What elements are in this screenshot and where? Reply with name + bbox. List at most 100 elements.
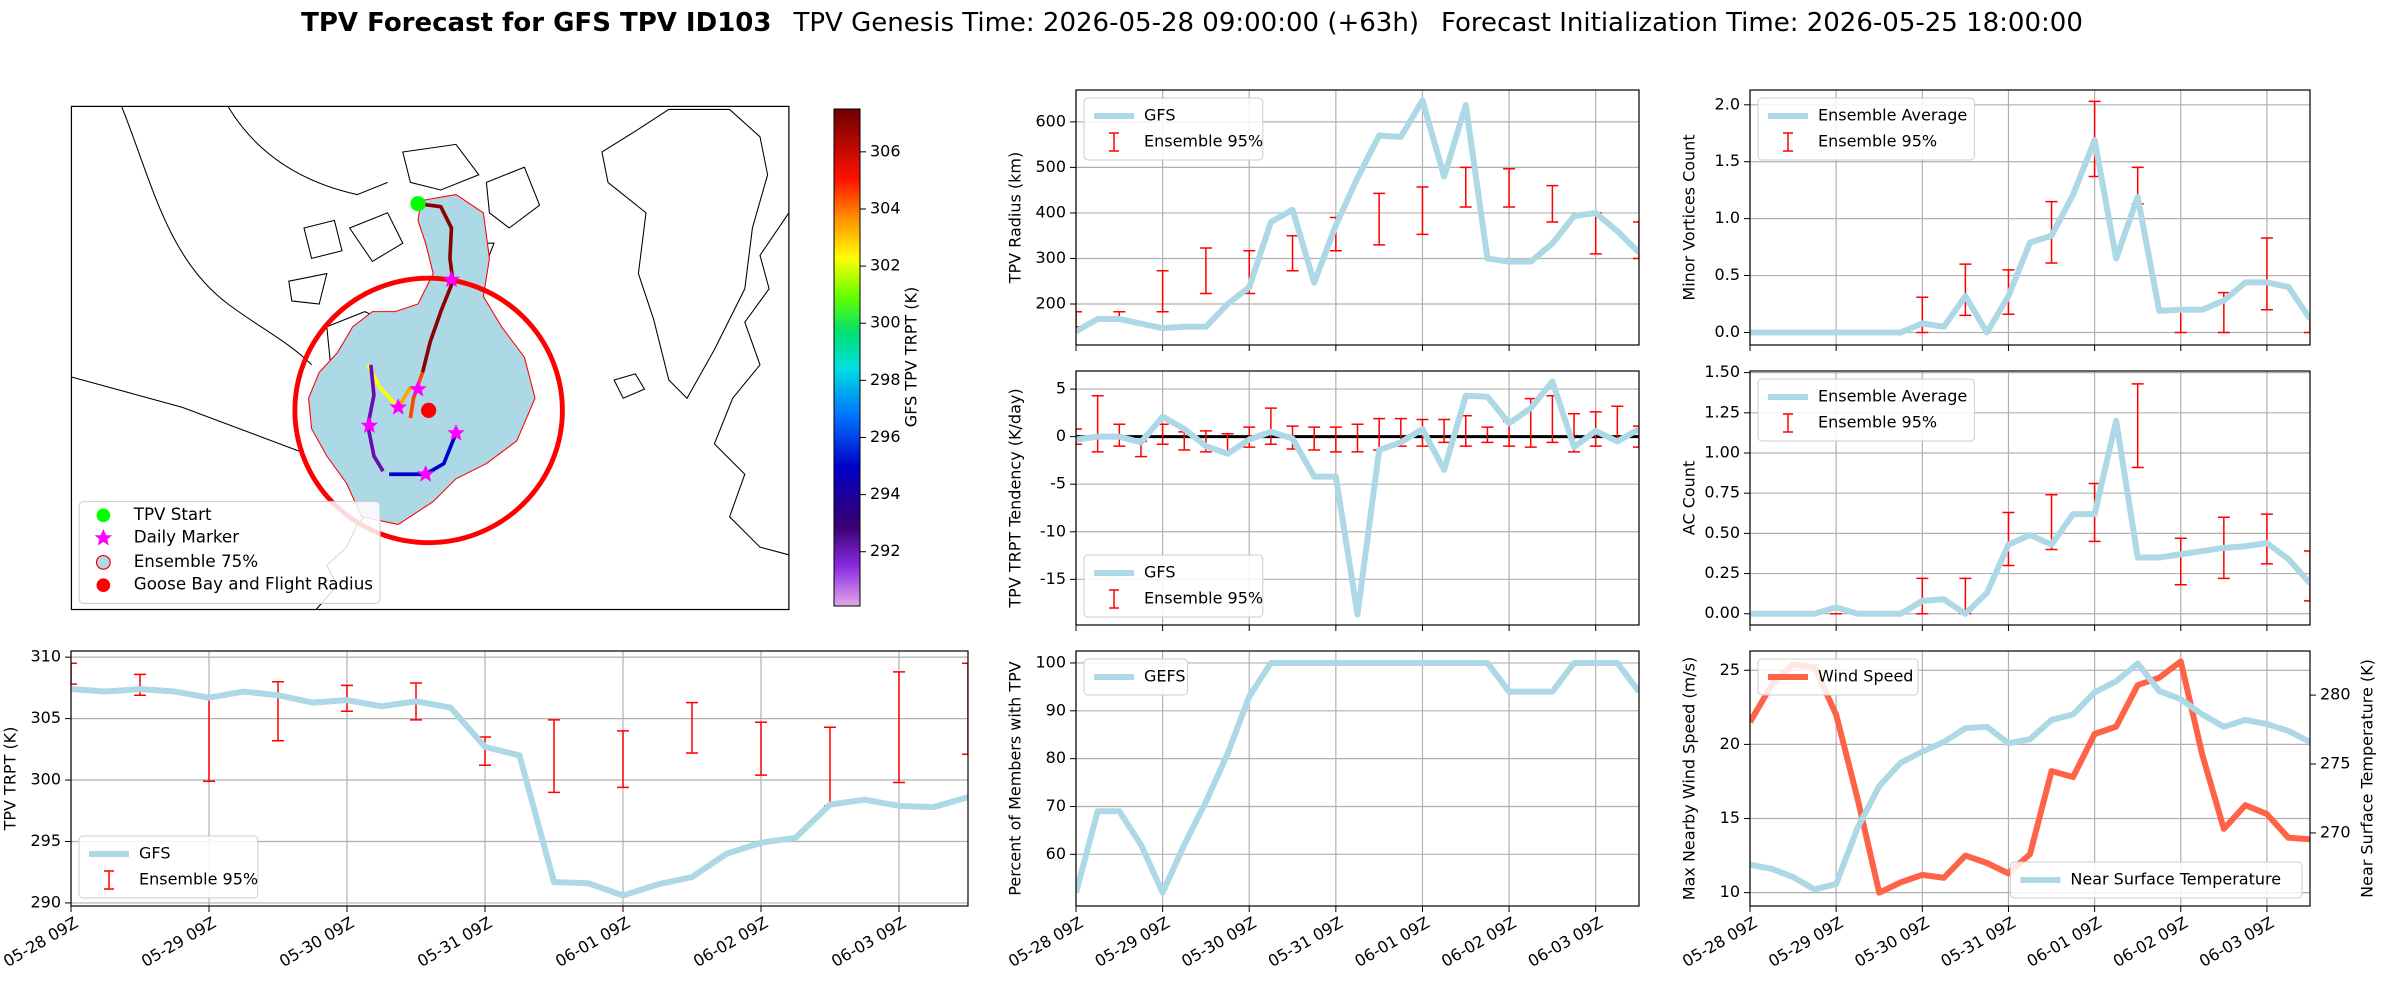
error-bar	[755, 721, 767, 776]
plot-frame	[1075, 650, 1640, 907]
colorbar-tick-label: 302	[870, 256, 901, 275]
legend-handle	[1109, 589, 1119, 609]
series-line	[1750, 137, 2310, 336]
y-axis-label: Minor Vortices Count	[1680, 134, 1699, 300]
y-axis-label: AC Count	[1680, 461, 1699, 535]
legend-label: GFS	[1144, 563, 1175, 582]
legend-box	[1757, 378, 1975, 442]
error-bar	[962, 662, 968, 755]
y-tick-label: 70	[1046, 796, 1066, 815]
x-tick-label: 05-31 09Z	[414, 913, 495, 971]
y-tick-label: 0.00	[1704, 603, 1740, 622]
legend-label: Ensemble Average	[1818, 106, 1967, 125]
y-axis-label: Percent of Members with TPV	[1006, 661, 1025, 895]
y-tick-label: 305	[30, 708, 61, 727]
map-frame	[70, 105, 790, 611]
legend-label: Ensemble 95%	[1818, 132, 1937, 151]
error-bar	[1546, 184, 1559, 223]
error-bar	[617, 730, 629, 789]
colorbar	[833, 108, 861, 607]
error-bar	[1076, 428, 1082, 446]
y-tick-label: 100	[1035, 652, 1066, 671]
x-tick-label: 05-30 09Z	[1851, 913, 1932, 971]
title-init: Forecast Initialization Time: 2026-05-25…	[1441, 8, 2083, 38]
error-bar	[479, 736, 491, 767]
error-bar	[2131, 383, 2144, 469]
plot-frame	[1075, 89, 1640, 346]
x-tick-label: 05-31 09Z	[1937, 913, 2018, 971]
y-tick-label: 10	[1720, 882, 1740, 901]
y-tick-label: -5	[1050, 474, 1066, 493]
legend-label: Ensemble Average	[1818, 387, 1967, 406]
error-bar	[1329, 426, 1342, 453]
plot-frame	[1749, 89, 2311, 346]
x-tick-label: 05-28 09Z	[1005, 913, 1086, 971]
legend-box	[1757, 658, 1919, 696]
legend-handle	[96, 508, 111, 523]
legend-label: Wind Speed	[1818, 667, 1913, 686]
y-tick-label: 15	[1720, 808, 1740, 827]
y-tick-label: 400	[1035, 202, 1066, 221]
error-bar	[2174, 537, 2187, 586]
x-tick-label: 06-03 09Z	[2196, 913, 2277, 971]
error-bar	[2304, 550, 2310, 602]
legend-handle	[95, 554, 111, 570]
legend-label: Goose Bay and Flight Radius	[134, 574, 373, 594]
legend-box	[78, 501, 381, 604]
y-axis-label: TPV TRPT (K)	[1, 727, 20, 832]
y-tick-label: 0.25	[1704, 563, 1740, 582]
series-line	[1076, 378, 1639, 618]
y-tick-label: 295	[30, 831, 61, 850]
series-line	[71, 686, 968, 899]
error-bar	[1091, 394, 1104, 453]
y-tick-label: -15	[1040, 569, 1066, 588]
plot-area	[1750, 100, 2310, 336]
y-tick-label: 20	[1720, 734, 1740, 753]
track	[389, 432, 458, 477]
border	[121, 106, 312, 366]
legend-handle	[1109, 132, 1119, 152]
plot-area	[1076, 659, 1639, 896]
ensemble-region	[308, 193, 536, 525]
x-tick-label: 05-29 09Z	[1092, 913, 1173, 971]
y-tick-label: 90	[1046, 700, 1066, 719]
y-tick-label: 0.0	[1715, 322, 1740, 341]
x-tick-label: 06-02 09Z	[1438, 913, 1519, 971]
x-tick-label: 06-01 09Z	[552, 913, 633, 971]
x-tick-label: 06-03 09Z	[828, 913, 909, 971]
islands	[288, 143, 541, 305]
legend-label: Daily Marker	[134, 527, 239, 547]
map-overlay	[292, 193, 565, 546]
error-bar	[2260, 513, 2273, 565]
y-tick-label: 0.5	[1715, 265, 1740, 284]
error-bar	[686, 701, 698, 754]
legend-label: Ensemble 75%	[134, 551, 258, 571]
error-bar	[548, 719, 560, 794]
error-bar	[71, 662, 77, 685]
x-tick-label: 06-03 09Z	[1525, 913, 1606, 971]
goose-bay	[421, 402, 437, 418]
title-genesis: TPV Genesis Time: 2026-05-28 09:00:00 (+…	[792, 8, 1419, 38]
plot-area	[1076, 378, 1639, 618]
colorbar-tick-label: 296	[870, 427, 901, 446]
iceland	[613, 373, 646, 399]
plot-frame	[1075, 370, 1640, 626]
y-tick-label: 2.0	[1715, 94, 1740, 113]
y-tick-label: 300	[30, 770, 61, 789]
y-tick-label: -10	[1040, 521, 1066, 540]
x-tick-label: 05-31 09Z	[1265, 913, 1346, 971]
y-tick-label: 200	[1035, 294, 1066, 313]
legend-handle	[1783, 413, 1793, 433]
x-tick-label: 06-01 09Z	[2024, 913, 2105, 971]
plot-area	[1750, 383, 2310, 617]
plot-area	[1750, 658, 2310, 896]
legend-label: Ensemble 95%	[139, 870, 258, 889]
track	[417, 201, 455, 373]
error-bar	[2260, 237, 2273, 311]
y-tick-label: 0.75	[1704, 483, 1740, 502]
y-axis-label: Max Nearby Wind Speed (m/s)	[1680, 657, 1699, 900]
colorbar-tick-label: 306	[870, 141, 901, 160]
y-tick-label: 290	[30, 892, 61, 911]
error-bar	[1503, 168, 1516, 208]
